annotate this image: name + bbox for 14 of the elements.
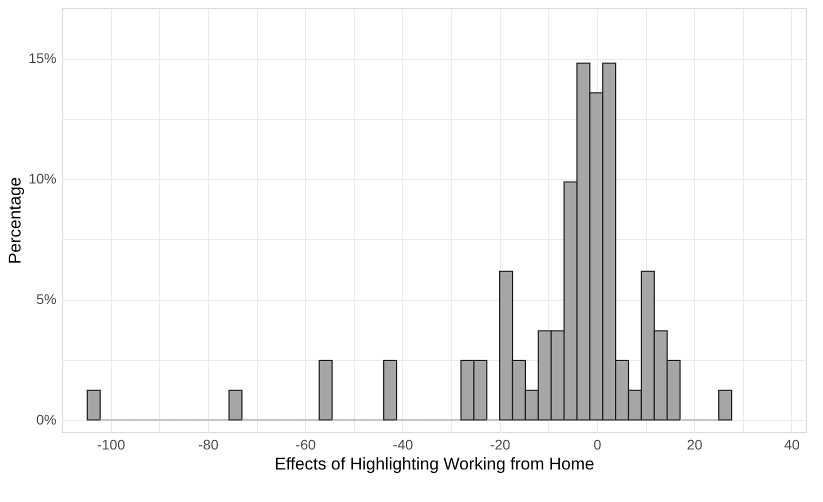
x-tick-label: -60 bbox=[296, 436, 316, 452]
x-tick-label: -20 bbox=[490, 436, 510, 452]
y-tick-label: 10% bbox=[28, 170, 56, 187]
x-tick-label: 0 bbox=[594, 436, 602, 452]
y-tick-label: 15% bbox=[28, 50, 56, 66]
x-tick-label: 20 bbox=[686, 436, 703, 452]
y-tick-label: 5% bbox=[36, 291, 56, 307]
x-tick-label: -40 bbox=[392, 436, 414, 452]
x-tick-label: -80 bbox=[198, 436, 219, 452]
y-axis-title: Percentage bbox=[5, 177, 24, 264]
x-axis-title: Effects of Highlighting Working from Home bbox=[274, 454, 594, 474]
y-tick-label: 0% bbox=[36, 411, 56, 428]
x-tick-label: 40 bbox=[784, 436, 800, 452]
x-tick-label: -100 bbox=[97, 436, 126, 452]
